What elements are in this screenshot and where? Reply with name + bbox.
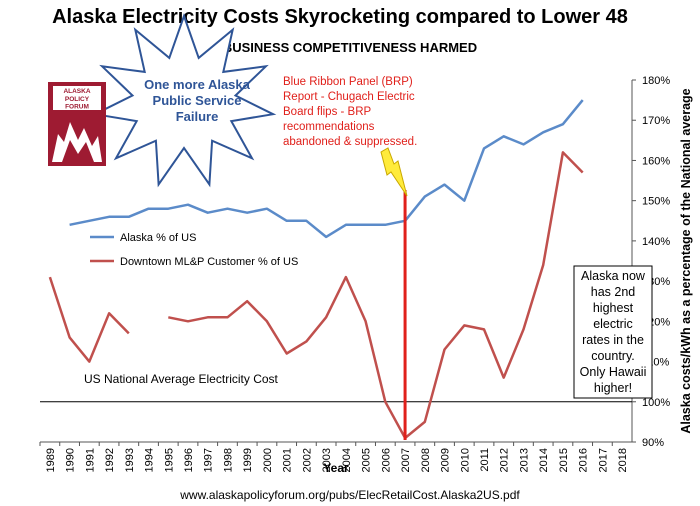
chart-subtitle: BUSINESS COMPETITIVENESS HARMED [222, 40, 478, 55]
y-tick-label: 140% [642, 236, 670, 248]
x-tick-label: 2008 [420, 448, 432, 472]
y-tick-label: 160% [642, 155, 670, 167]
y-tick-label: 170% [642, 115, 670, 127]
x-tick-label: 1999 [242, 448, 254, 472]
x-tick-label: 1995 [163, 448, 175, 472]
brp-annotation: Blue Ribbon Panel (BRP) Report - Chugach… [283, 76, 418, 148]
x-tick-label: 2017 [597, 448, 609, 472]
legend-label-1: Downtown ML&P Customer % of US [120, 256, 298, 268]
y-axis-title: Alaska costs/kWh as a percentage of the … [679, 88, 693, 433]
starburst-shape [91, 12, 277, 188]
us-average-label: US National Average Electricity Cost [84, 372, 278, 386]
series-line-1 [48, 151, 584, 440]
x-tick-label: 2014 [538, 448, 550, 472]
y-tick-label: 100% [642, 397, 670, 409]
y-tick-label: 90% [642, 437, 664, 449]
x-tick-label: 1989 [45, 448, 57, 472]
x-tick-label: 2011 [479, 448, 491, 472]
note-box [573, 265, 653, 399]
x-tick-label: 2000 [262, 448, 274, 472]
source-url: www.alaskapolicyforum.org/pubs/ElecRetai… [180, 488, 520, 502]
x-tick-label: 2002 [301, 448, 313, 472]
legend-label-0: Alaska % of US [120, 232, 196, 244]
x-tick-label: 1998 [222, 448, 234, 472]
x-tick-label: 1996 [183, 448, 195, 472]
series-line-0 [69, 99, 584, 239]
rates-note: Alaska now has 2nd highest electric rate… [579, 269, 647, 395]
x-tick-label: 2003 [321, 448, 333, 472]
x-tick-label: 1997 [203, 448, 215, 472]
burst-callout-text: One more Alaska Public Service Failure [144, 77, 250, 124]
logo-line3: FORUM [65, 104, 89, 111]
x-tick-label: 1991 [84, 448, 96, 472]
y-tick-label: 180% [642, 75, 670, 87]
x-tick-label: 2010 [459, 448, 471, 472]
x-axis-title: Year [323, 461, 349, 475]
x-tick-label: 2018 [617, 448, 629, 472]
x-tick-label: 2016 [578, 448, 590, 472]
x-tick-label: 2015 [558, 448, 570, 472]
x-tick-label: 2007 [400, 448, 412, 472]
x-tick-label: 1993 [124, 448, 136, 472]
chart-title: Alaska Electricity Costs Skyrocketing co… [52, 6, 628, 28]
x-tick-label: 2005 [361, 448, 373, 472]
x-tick-label: 1990 [65, 448, 77, 472]
x-tick-label: 1992 [104, 448, 116, 472]
x-tick-label: 1994 [144, 448, 156, 472]
x-tick-label: 2001 [282, 448, 294, 472]
x-tick-label: 2006 [380, 448, 392, 472]
logo-line2: POLICY [65, 96, 90, 103]
logo-line1: ALASKA [63, 88, 90, 95]
lightning-icon [380, 147, 408, 197]
x-tick-label: 2013 [518, 448, 530, 472]
x-tick-label: 2004 [341, 448, 353, 472]
y-tick-label: 150% [642, 196, 670, 208]
x-tick-label: 2012 [499, 448, 511, 472]
policy-forum-logo: ALASKA POLICY FORUM [48, 82, 106, 166]
x-tick-label: 2009 [440, 448, 452, 472]
